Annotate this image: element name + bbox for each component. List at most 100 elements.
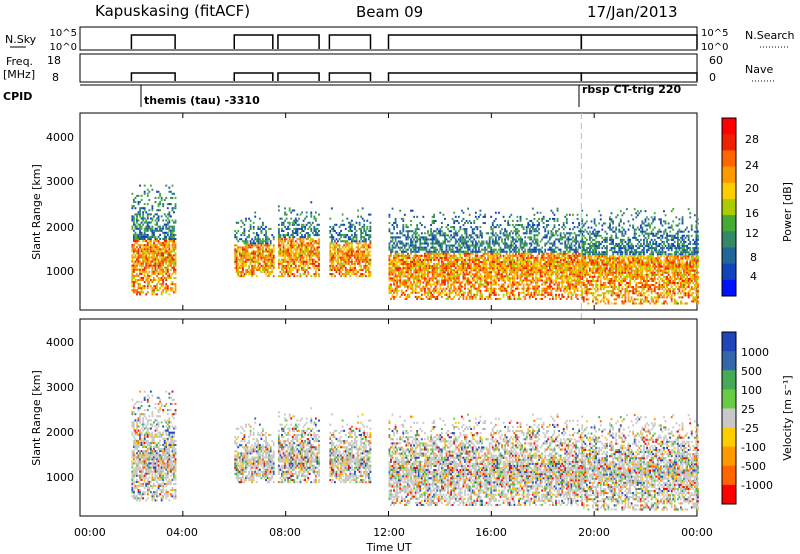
power-cell — [265, 256, 267, 259]
power-cell — [442, 256, 445, 259]
power-cell — [131, 276, 134, 279]
power-cell — [465, 232, 468, 235]
power-cell — [363, 238, 366, 241]
power-cell — [131, 205, 134, 208]
power-cell — [153, 256, 155, 259]
power-cell — [544, 267, 547, 270]
power-cell — [388, 283, 391, 286]
power-cell — [477, 258, 480, 261]
power-cell — [333, 229, 336, 233]
power-cell — [436, 228, 439, 231]
power-cell — [448, 254, 451, 257]
power-cell — [338, 268, 341, 272]
power-cell — [417, 269, 420, 272]
power-cell — [360, 238, 363, 241]
power-cell — [268, 275, 271, 278]
power-cell — [542, 236, 545, 239]
power-cell — [423, 279, 426, 282]
power-cell — [527, 260, 530, 264]
power-cell — [269, 250, 272, 253]
power-cell — [252, 256, 255, 259]
power-cell — [238, 266, 241, 269]
power-cell — [338, 244, 341, 247]
power-cell — [159, 201, 162, 204]
power-cell — [505, 293, 508, 296]
power-cell — [439, 256, 442, 259]
power-cell — [154, 250, 157, 253]
power-cell — [313, 254, 316, 257]
power-cell — [163, 233, 166, 236]
power-cell — [162, 244, 165, 247]
power-cell — [281, 217, 283, 220]
power-cell — [533, 271, 536, 274]
power-cell — [428, 279, 431, 282]
power-cell — [539, 267, 542, 270]
power-cell — [137, 252, 140, 255]
power-cell — [514, 260, 517, 264]
power-cell — [174, 233, 177, 236]
power-cell — [402, 275, 405, 278]
power-cell — [550, 263, 553, 266]
power-cell — [425, 281, 428, 284]
power-cell — [491, 242, 494, 245]
power-cell — [367, 213, 370, 216]
power-cell — [423, 226, 426, 229]
power-cell — [140, 250, 143, 253]
power-cell — [169, 215, 172, 218]
power-cell — [140, 207, 143, 210]
power-cell — [318, 258, 320, 261]
power-cell — [367, 234, 370, 237]
power-cell — [541, 287, 544, 290]
power-cell — [498, 244, 500, 247]
power-cell — [132, 205, 135, 208]
power-cell — [522, 256, 525, 259]
power-cell — [519, 267, 522, 270]
power-cell — [522, 267, 525, 270]
power-cell — [504, 244, 507, 247]
power-cell — [416, 297, 419, 300]
power-cell — [428, 265, 431, 268]
power-cell — [369, 234, 372, 237]
power-cell — [145, 262, 148, 265]
power-cell — [414, 267, 417, 270]
power-cell — [471, 232, 474, 235]
power-cell — [433, 242, 436, 245]
power-cell — [539, 240, 542, 243]
power-cell — [369, 244, 372, 247]
power-cell — [479, 244, 482, 247]
power-cell — [442, 267, 445, 270]
power-cell — [350, 246, 353, 249]
power-cell — [314, 275, 317, 278]
power-cell — [451, 236, 454, 239]
power-cell — [291, 258, 294, 261]
power-cell — [536, 211, 539, 214]
power-cell — [490, 291, 493, 294]
power-cell — [545, 291, 548, 294]
power-cell — [146, 192, 149, 195]
power-cell — [313, 258, 316, 261]
power-cell — [131, 272, 134, 275]
power-cell — [410, 248, 412, 251]
power-cell — [434, 236, 437, 239]
power-cell — [451, 263, 454, 266]
power-cell — [405, 260, 408, 264]
power-cell — [397, 258, 400, 261]
power-cell — [388, 291, 391, 294]
power-cell — [156, 250, 158, 253]
power-cell — [419, 244, 422, 247]
power-cell — [287, 240, 290, 243]
power-cell — [350, 234, 353, 237]
power-cell — [447, 240, 449, 243]
power-cell — [136, 293, 138, 296]
power-cell — [290, 238, 293, 241]
power-cell — [149, 285, 152, 288]
power-cell — [136, 266, 138, 269]
power-cell — [467, 291, 470, 294]
power-cell — [477, 260, 480, 264]
power-cell — [447, 265, 449, 268]
power-cell — [249, 227, 252, 230]
power-cell — [544, 287, 547, 290]
power-cell — [550, 234, 553, 237]
power-cell — [251, 266, 254, 269]
power-cell — [241, 266, 244, 269]
